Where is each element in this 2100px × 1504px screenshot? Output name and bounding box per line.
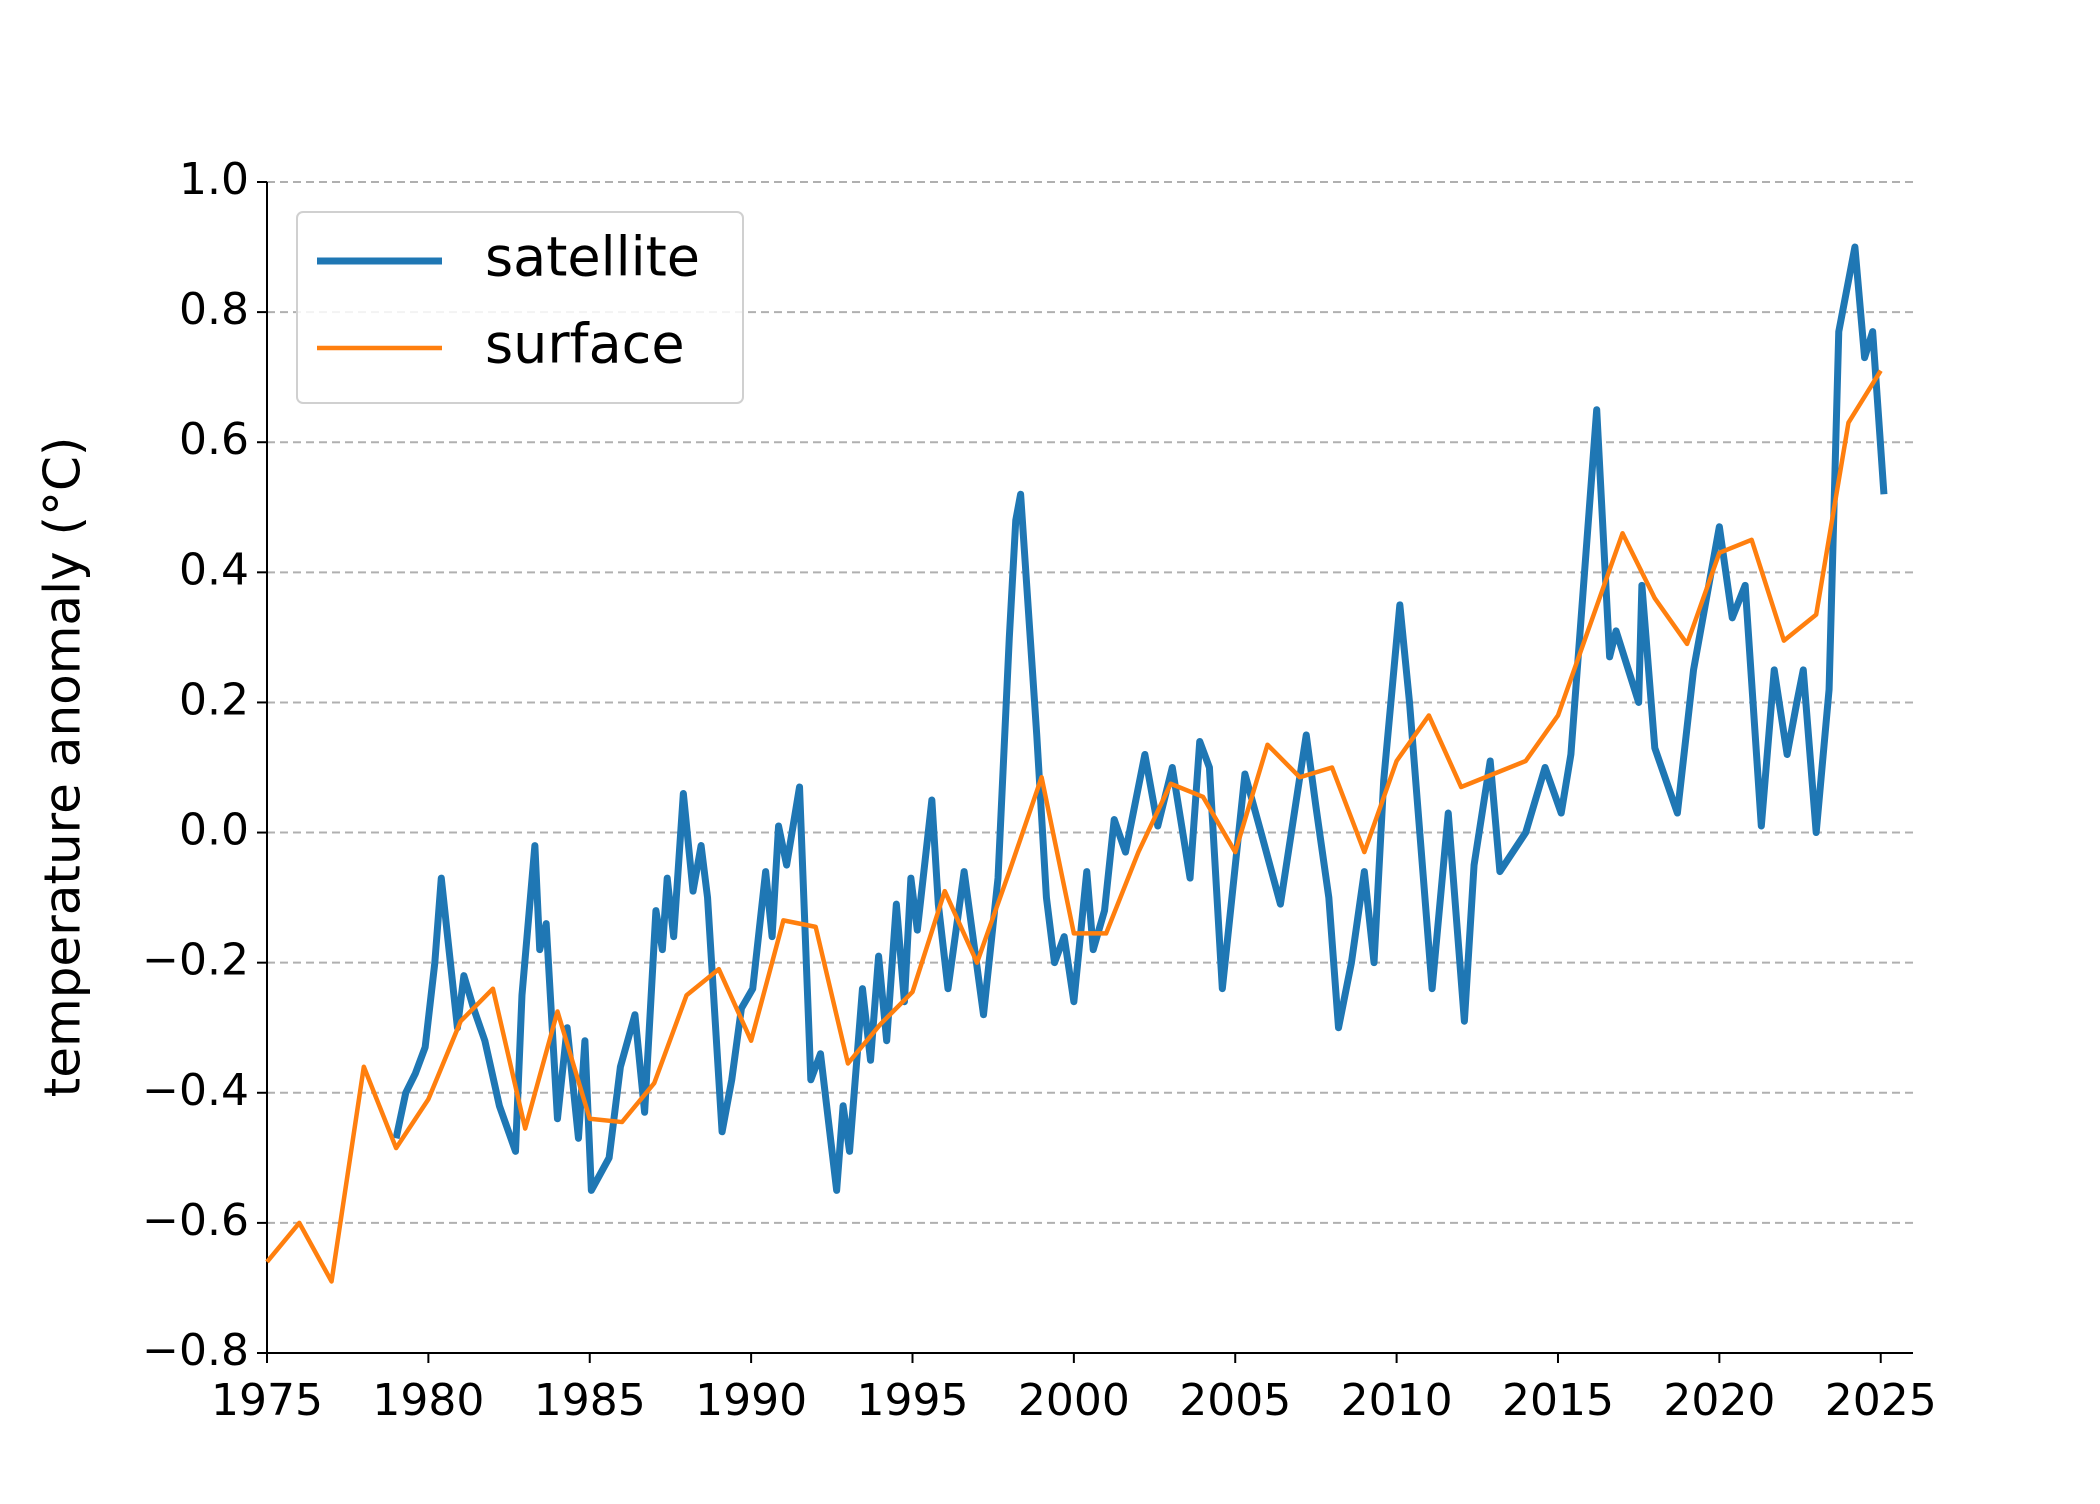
legend: satellite surface (296, 211, 744, 404)
y-tick-label: 0.6 (179, 414, 249, 465)
y-tick-label: −0.2 (142, 935, 249, 986)
x-tick-label: 1980 (372, 1375, 484, 1426)
y-tick-label: 1.0 (179, 154, 249, 205)
x-tick-label: 1990 (695, 1375, 807, 1426)
y-tick-label: 0.2 (179, 674, 249, 725)
x-tick-label: 2020 (1663, 1375, 1775, 1426)
y-tick-label: 0.0 (179, 805, 249, 856)
legend-label: surface (485, 313, 685, 376)
y-tick-label: 0.4 (179, 544, 249, 595)
series-line (392, 243, 1888, 1194)
series-line (265, 369, 1883, 1284)
y-axis-label: temperature anomaly (°C) (34, 437, 92, 1098)
x-tick-label: 2025 (1825, 1375, 1937, 1426)
x-tick-label: 2010 (1341, 1375, 1453, 1426)
y-tick-label: −0.4 (142, 1065, 249, 1116)
x-tick-label: 2005 (1179, 1375, 1291, 1426)
x-tick-label: 1995 (856, 1375, 968, 1426)
x-tick-label: 2000 (1018, 1375, 1130, 1426)
y-tick-label: −0.8 (142, 1325, 249, 1376)
x-tick-label: 1975 (211, 1375, 323, 1426)
y-tick-label: 0.8 (179, 284, 249, 335)
legend-label: satellite (485, 226, 700, 289)
x-tick-label: 2015 (1502, 1375, 1614, 1426)
y-tick-label: −0.6 (142, 1195, 249, 1246)
x-tick-label: 1985 (534, 1375, 646, 1426)
